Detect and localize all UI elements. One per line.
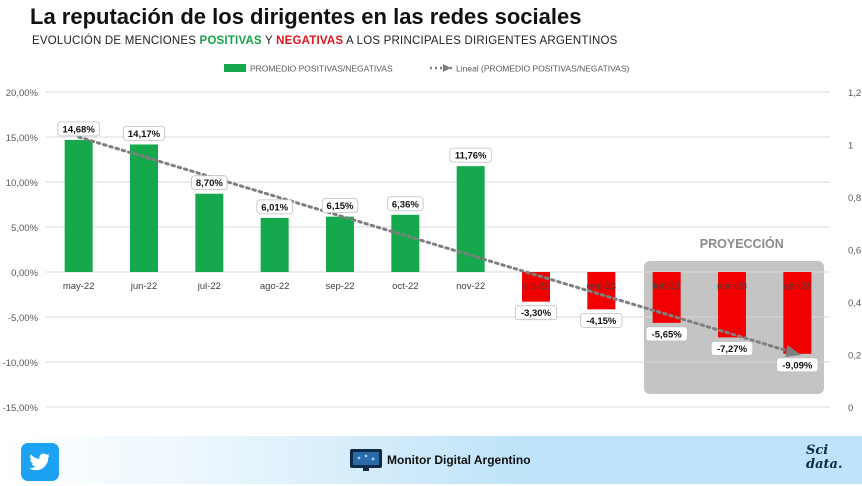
- data-label: -5,65%: [652, 329, 683, 340]
- x-tick-label: jun-22: [130, 281, 157, 292]
- chart-title: La reputación de los dirigentes en las r…: [30, 4, 582, 29]
- y2-tick-label: 0,6: [848, 246, 861, 257]
- bar: [64, 139, 93, 272]
- monitor-screen-icon: [350, 449, 382, 471]
- subtitle-negativas: NEGATIVAS: [276, 35, 344, 47]
- data-label-box: [645, 326, 688, 342]
- bar: [326, 216, 354, 272]
- data-label-box: [514, 305, 558, 321]
- y-tick-label: 0,00%: [11, 268, 38, 279]
- projection-label: PROYECCIÓN: [700, 236, 784, 251]
- x-tick-label: nov-22: [456, 281, 485, 292]
- monitor-brand: Monitor Digital Argentino: [349, 447, 531, 473]
- x-tick-label: may-22: [63, 281, 95, 292]
- data-label: 6,01%: [261, 202, 288, 213]
- y2-tick-label: 0: [848, 403, 853, 414]
- data-label-box: [122, 126, 166, 141]
- data-label-box: [387, 196, 424, 212]
- y-tick-label: 10,00%: [6, 178, 39, 189]
- data-label-box: [57, 121, 100, 137]
- data-label: 6,15%: [327, 201, 354, 212]
- trend-line: [77, 135, 793, 354]
- data-label-box: [710, 341, 754, 356]
- bar: [783, 272, 812, 354]
- logo-line-1: Sci: [806, 443, 829, 458]
- subtitle-positivas: POSITIVAS: [199, 35, 262, 47]
- x-tick-label: dic-22: [523, 281, 549, 292]
- x-tick-label: abr-23: [784, 281, 811, 292]
- data-label-box: [256, 199, 293, 215]
- x-tick-label: feb-23: [653, 281, 680, 292]
- legend-label-bars: PROMEDIO POSITIVAS/NEGATIVAS: [250, 64, 393, 74]
- data-label: 11,76%: [455, 151, 487, 162]
- y-tick-label: -5,00%: [8, 313, 39, 324]
- subtitle-suffix: A LOS PRINCIPALES DIRIGENTES ARGENTINOS: [343, 35, 618, 47]
- bar: [391, 214, 420, 272]
- bar: [195, 193, 224, 272]
- x-tick-label: jul-22: [197, 281, 221, 292]
- y2-tick-label: 1,2: [848, 88, 861, 99]
- data-label: -4,15%: [586, 316, 617, 327]
- data-label-box: [191, 175, 228, 191]
- y-tick-label: 20,00%: [6, 88, 39, 99]
- trend-arrow: [785, 345, 802, 357]
- data-label: 6,36%: [392, 199, 419, 210]
- data-label: 8,70%: [196, 178, 223, 189]
- y-tick-label: -10,00%: [3, 358, 39, 369]
- subtitle-prefix: EVOLUCIÓN DE MENCIONES: [32, 35, 200, 47]
- bar: [718, 272, 746, 338]
- data-label: -9,09%: [782, 360, 813, 371]
- legend-swatch-bars: [224, 64, 246, 72]
- legend-trend-arrow: [443, 64, 451, 72]
- data-label-box: [776, 357, 819, 373]
- x-tick-label: ago-22: [260, 281, 290, 292]
- y-tick-label: -15,00%: [3, 403, 39, 414]
- chart-subtitle: EVOLUCIÓN DE MENCIONES POSITIVAS Y NEGAT…: [32, 35, 618, 47]
- data-label-box: [449, 147, 492, 163]
- legend-label-trend: Lineal (PROMEDIO POSITIVAS/NEGATIVAS): [456, 64, 630, 74]
- data-label-box: [321, 198, 359, 214]
- brand-name: Monitor Digital Argentino: [387, 453, 531, 467]
- x-tick-label: mar-23: [717, 281, 747, 292]
- y2-tick-label: 0,4: [848, 298, 861, 309]
- data-label-box: [580, 312, 623, 328]
- logo-line-2: data.: [806, 457, 843, 472]
- footer-bar: Monitor Digital Argentino Sci data.: [0, 436, 862, 484]
- data-label: 14,17%: [128, 129, 161, 140]
- x-tick-label: ene-23: [587, 281, 617, 292]
- twitter-icon[interactable]: [21, 443, 59, 481]
- data-label: -7,27%: [717, 344, 748, 355]
- bar-chart: PROYECCIÓN 20,00% 15,00% 10,00% 5,00% 0,00% -5…: [3, 64, 862, 415]
- y-tick-label: 15,00%: [6, 133, 39, 144]
- subtitle-and: Y: [261, 35, 277, 47]
- y2-tick-label: 0,8: [848, 193, 861, 204]
- x-tick-label: oct-22: [392, 281, 418, 292]
- y-tick-label: 5,00%: [11, 223, 38, 234]
- bar: [260, 217, 289, 272]
- y2-tick-label: 0,2: [848, 351, 861, 362]
- data-label: 14,68%: [63, 124, 96, 135]
- scidata-logo: Sci data.: [806, 444, 842, 472]
- data-label: -3,30%: [521, 308, 552, 319]
- x-tick-label: sep-22: [325, 281, 354, 292]
- y2-tick-label: 1: [848, 141, 853, 152]
- bar: [130, 144, 158, 272]
